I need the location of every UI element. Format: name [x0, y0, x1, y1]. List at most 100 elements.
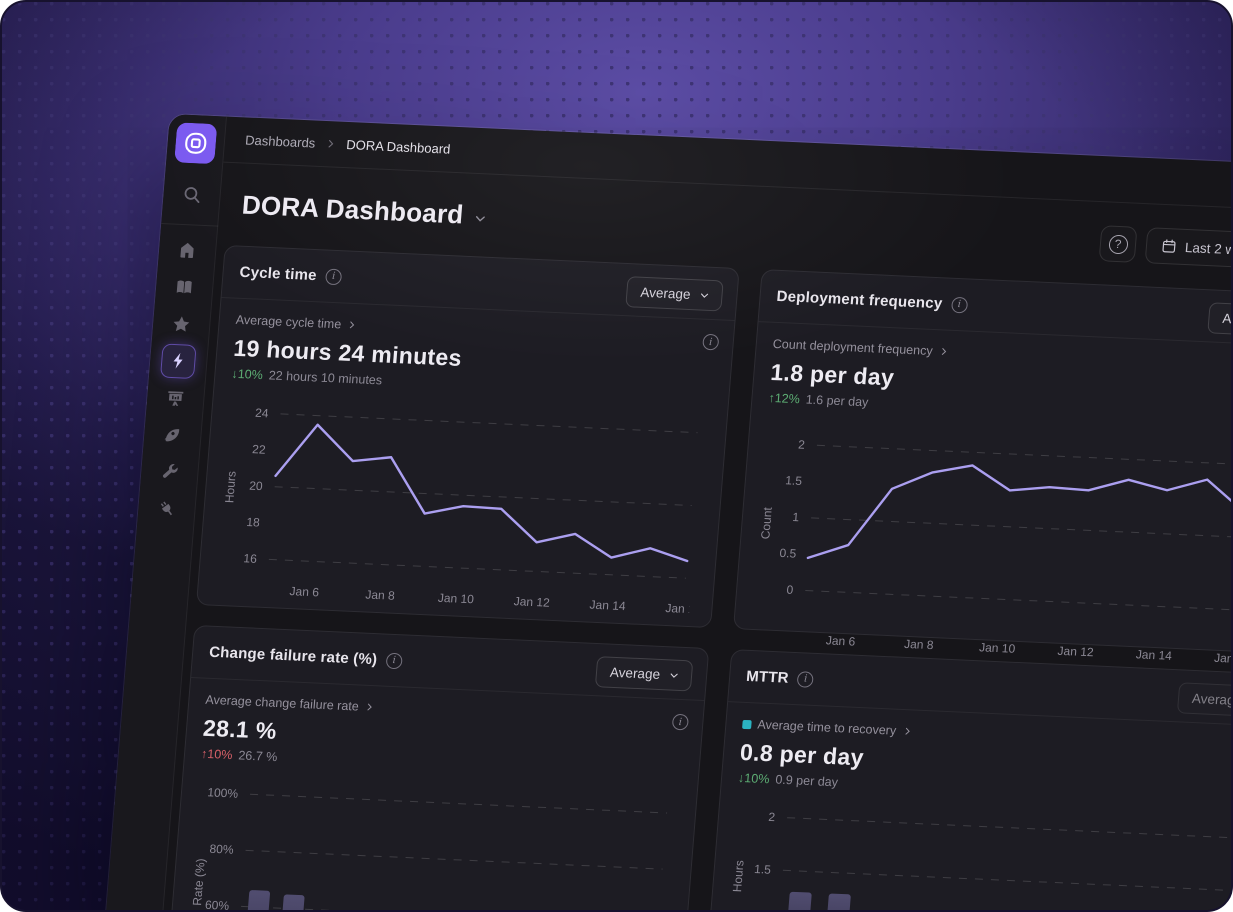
previous-value: 1.6 per day	[805, 392, 869, 410]
metric-link[interactable]: Average cycle time	[235, 311, 717, 351]
svg-text:22: 22	[252, 442, 267, 457]
previous-value: 0.9 per day	[774, 772, 839, 790]
svg-text:Jan 6: Jan 6	[289, 584, 320, 599]
sidebar-item-insights-active[interactable]	[160, 342, 197, 379]
aggregation-select-value: Average	[1221, 310, 1233, 329]
chevron-right-icon	[938, 346, 949, 356]
sidebar-search-button[interactable]	[172, 175, 211, 213]
chevron-right-icon	[902, 726, 913, 736]
date-range-button[interactable]: Last 2 weeks	[1144, 227, 1233, 270]
svg-text:1.5: 1.5	[785, 473, 803, 488]
svg-text:Jan 14: Jan 14	[589, 598, 626, 614]
rocket-icon	[162, 424, 184, 445]
metric-link[interactable]: Average change failure rate	[205, 691, 687, 731]
sidebar-divider	[160, 222, 218, 227]
help-button[interactable]: ?	[1098, 225, 1138, 263]
panel-body: Average time to recovery 0.8 per day ↓10…	[709, 702, 1231, 910]
svg-text:Hours: Hours	[730, 860, 747, 893]
metric-link-label: Average time to recovery	[756, 717, 897, 738]
previous-value: 22 hours 10 minutes	[268, 368, 383, 388]
svg-text:24: 24	[255, 406, 270, 421]
panel-body: Count deployment frequency 1.8 per day ↑…	[733, 322, 1233, 671]
svg-text:Jan 16: Jan 16	[1214, 651, 1233, 667]
breadcrumb: Dashboards DORA Dashboard	[223, 116, 1231, 228]
aggregation-select[interactable]: Average	[1176, 682, 1231, 718]
legend-swatch	[742, 719, 752, 729]
metric-link-label: Count deployment frequency	[772, 336, 934, 359]
info-icon[interactable]: i	[325, 268, 343, 285]
aggregation-select[interactable]: Average	[625, 276, 724, 312]
metric-link[interactable]: Average time to recovery	[742, 715, 1231, 757]
chevron-down-icon[interactable]	[473, 210, 489, 226]
top-actions: ? Last 2 weeks	[1098, 225, 1233, 270]
panel-header: Change failure rate (%) i Average	[191, 625, 709, 702]
presentation-chart-icon	[165, 387, 187, 408]
delta-badge: ↑12%	[767, 390, 801, 407]
home-icon	[176, 239, 198, 260]
svg-text:Count: Count	[758, 506, 775, 539]
delta-badge: ↓10%	[230, 366, 264, 383]
info-icon[interactable]: i	[671, 713, 689, 731]
sidebar-item-docs[interactable]	[164, 267, 204, 306]
panel-deployment-frequency: Deployment frequency i Average Count dep…	[732, 269, 1233, 666]
calendar-icon	[1160, 238, 1177, 255]
delta-badge: ↓10%	[737, 770, 770, 787]
svg-text:Jan 6: Jan 6	[825, 633, 856, 648]
sidebar-nav	[147, 230, 208, 528]
title-bar: DORA Dashboard ? Last 2 weeks	[217, 163, 1233, 310]
chevron-right-icon	[325, 138, 337, 149]
sidebar-item-dashboards[interactable]	[155, 378, 195, 417]
aggregation-select[interactable]: Average	[1207, 302, 1233, 338]
sidebar-item-integrations[interactable]	[147, 489, 187, 528]
deployment-frequency-chart: 0 0.5 1 1.5 2 Count Jan 6 Jan 8 Jan 10 Jan 12 Jan …	[758, 437, 1233, 667]
lightning-bolt-icon	[168, 351, 189, 371]
panel-mttr: MTTR i Average Average time to recove	[696, 649, 1231, 910]
cycle-time-chart: 16 18 20 22 24 Hours Jan 6 Jan 8 Jan 10 Jan 12 Jan…	[222, 406, 702, 617]
aggregation-select[interactable]: Average	[594, 656, 694, 692]
info-icon[interactable]: i	[385, 652, 403, 669]
info-icon[interactable]: i	[950, 296, 968, 313]
panel-grid: Cycle time i Average Average cycle time	[159, 244, 1233, 912]
metric-link-label: Average cycle time	[235, 312, 342, 332]
panel-title: Cycle time	[238, 263, 318, 285]
panel-title: MTTR	[745, 667, 790, 687]
previous-value: 26.7 %	[237, 748, 278, 765]
date-range-label: Last 2 weeks	[1184, 239, 1233, 259]
sidebar-item-favorites[interactable]	[161, 304, 201, 343]
panel-title: Deployment frequency	[775, 287, 944, 313]
metric-link[interactable]: Count deployment frequency	[772, 335, 1231, 377]
svg-text:1.5: 1.5	[754, 862, 772, 877]
svg-text:0.5: 0.5	[779, 546, 797, 561]
star-icon	[171, 313, 193, 334]
chevron-down-icon	[698, 289, 711, 302]
svg-text:Jan 12: Jan 12	[1057, 644, 1094, 660]
book-icon	[173, 276, 195, 297]
svg-text:80%: 80%	[209, 842, 234, 857]
svg-text:16: 16	[243, 551, 258, 566]
svg-text:Jan 8: Jan 8	[365, 588, 396, 603]
panel-cycle-time: Cycle time i Average Average cycle time	[195, 244, 740, 629]
panel-header: Cycle time i Average	[221, 245, 739, 322]
svg-text:60%: 60%	[205, 898, 230, 912]
info-icon[interactable]: i	[702, 333, 720, 351]
svg-text:2: 2	[798, 437, 806, 451]
aggregation-select-value: Average	[609, 664, 661, 682]
app-logo-icon	[174, 122, 217, 164]
chevron-right-icon	[347, 320, 358, 330]
panel-body: Average change failure rate 28.1 % ↑10% …	[167, 678, 704, 912]
svg-text:100%: 100%	[207, 785, 239, 800]
sidebar-item-home[interactable]	[167, 230, 207, 269]
delta-badge: ↑10%	[200, 746, 233, 763]
help-icon: ?	[1107, 234, 1129, 254]
breadcrumb-dashboards-link[interactable]: Dashboards	[244, 132, 316, 151]
breadcrumb-current: DORA Dashboard	[345, 137, 451, 157]
plug-icon	[156, 499, 177, 519]
sidebar-item-tools[interactable]	[150, 452, 190, 491]
svg-text:2: 2	[768, 810, 776, 824]
svg-text:Jan 10: Jan 10	[979, 640, 1016, 656]
sidebar-item-rocket[interactable]	[152, 415, 192, 454]
svg-text:Jan 16: Jan 16	[665, 601, 702, 617]
info-icon[interactable]: i	[797, 670, 815, 688]
sidebar	[103, 114, 227, 910]
